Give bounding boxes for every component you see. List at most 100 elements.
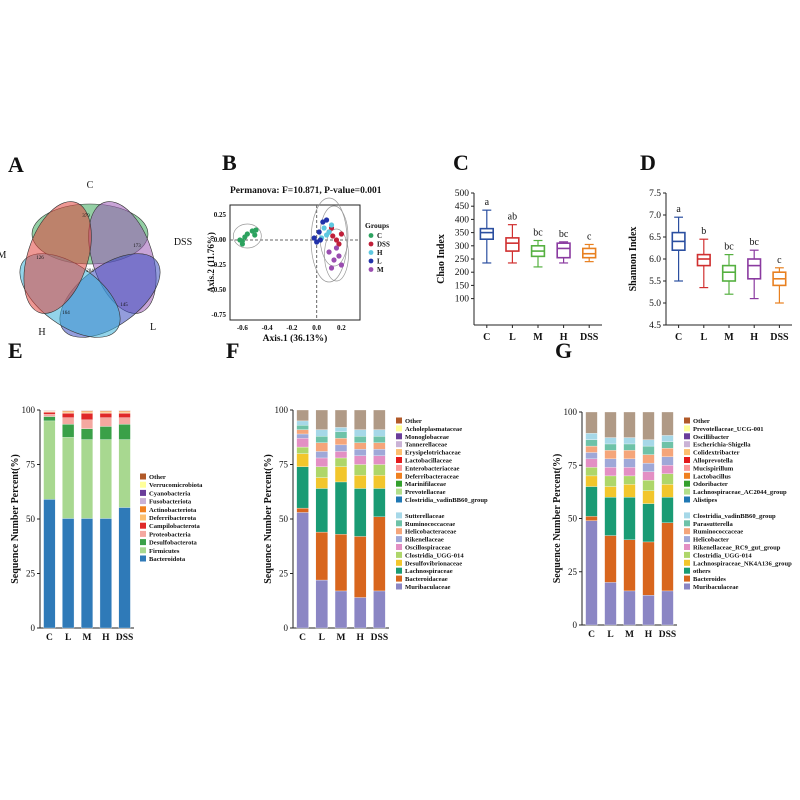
phylum-legend-swatch-proteobacteria [140, 530, 146, 537]
phylum-xtick-dss: DSS [116, 633, 133, 643]
phylum-legend-label-firmicutes: Firmicutes [149, 548, 180, 555]
phylum-stacked-bar: 100 75 50 25 0 Sequence Number Percent(%) C L M H… [10, 405, 203, 643]
pcoa-point-c [253, 227, 259, 233]
family-legend-label-monoglobaceae: Monoglobaceae [405, 434, 449, 441]
family-bar-c-clostridia-ugg-014 [296, 446, 309, 454]
venn-count-dss-only: 173 [133, 244, 141, 249]
chao-ytick: 250 [455, 255, 470, 265]
family-legend-label-acholeplasmataceae: Acholeplasmataceae [405, 426, 462, 433]
chao-ytick: 100 [455, 295, 470, 305]
family-legend-label-desulfovibrionaceae: Desulfovibrionaceae [405, 560, 462, 567]
phylum-bar-h-desulfobacterota [99, 426, 112, 440]
genus-bar-h-muribaculaceae [642, 595, 655, 626]
genus-bar-dss-bacteroides [661, 522, 674, 592]
family-legend-swatch-muribaculaceae [396, 583, 402, 590]
genus-bar-dss-helicobacter [661, 456, 674, 466]
family-bar-dss-muribaculaceae [373, 590, 386, 629]
family-bar-m-muribaculaceae [334, 590, 348, 629]
genus-bar-l-bacteroides [604, 535, 617, 583]
genus-bar-m-ruminococcaceae [623, 450, 636, 460]
family-xtick-c: C [299, 633, 306, 643]
family-bar-l-bacteroidaceae [315, 531, 328, 581]
genus-legend-swatch-parasutterella [684, 520, 690, 527]
genus-legend-label-clostridia-ugg-014: Clostridia_UGG-014 [693, 552, 752, 559]
genus-legend-swatch-lachnospiraceae-nk4a136-group [684, 559, 690, 566]
venn-count-h-only: 164 [62, 311, 70, 316]
genus-bar-m-others [623, 497, 636, 540]
pcoa-plot: Permanova: F=10.871, P-value=0.001 -0.6 -0… [206, 186, 390, 344]
panel-label-e: E [8, 338, 23, 363]
genus-bar-c-helicobacter [585, 452, 598, 460]
genus-legend-swatch-prevotellaceae-ucg-001 [684, 425, 690, 432]
family-stacked-bar: 100 75 50 25 0 Sequence Number Percent(%) C L M H… [263, 405, 488, 643]
pcoa-point-m [331, 257, 337, 263]
phylum-xtick-h: H [102, 633, 110, 643]
shannon-xtick-l: L [700, 332, 707, 343]
phylum-xtick-m: M [83, 633, 92, 643]
phylum-bar-m-bacteroidota [81, 518, 93, 629]
pcoa-legend-label-h: H [377, 249, 383, 257]
genus-bar-c-lachnospiraceae-nk4a136-group [585, 475, 598, 487]
phylum-bar-l-campilobacterota [62, 413, 75, 418]
family-bar-dss-clostridia-ugg-014 [373, 464, 386, 476]
genus-bar-dss-other [661, 411, 674, 436]
genus-bar-h-other [642, 411, 655, 440]
genus-xtick-m: M [625, 630, 634, 640]
chao-box-l [505, 237, 520, 252]
chao-box-c [479, 227, 494, 240]
phylum-bar-l-deferribacterota [62, 412, 75, 414]
genus-bar-c-muribaculaceae [585, 520, 598, 626]
chao-letter-l: ab [508, 212, 517, 223]
family-legend-swatch-other [396, 417, 402, 424]
chao-xtick-c: C [483, 332, 490, 343]
family-ytick: 0 [284, 623, 289, 633]
phylum-legend-swatch-verrucomicrobiota [140, 481, 146, 488]
phylum-bar-h-deferribacterota [99, 412, 112, 414]
family-legend-label-ruminococcaceae: Ruminococcaceae [405, 521, 455, 528]
phylum-legend-swatch-cyanobacteria [140, 489, 146, 496]
family-legend-label-rikenellaceae: Rikenellaceae [405, 537, 444, 544]
family-bar-h-muribaculaceae [354, 597, 367, 629]
genus-xtick-h: H [645, 630, 653, 640]
family-legend-label-muribaculaceae: Muribaculaceae [405, 584, 450, 591]
pcoa-legend-label-c: C [377, 232, 382, 240]
pcoa-point-m [326, 249, 332, 255]
family-bar-c-desulfovibrionaceae [296, 453, 309, 467]
family-legend-label-prevotellaceae: Prevotellaceae [405, 489, 446, 496]
pcoa-ytick: -0.50 [211, 286, 226, 294]
family-legend-swatch-lactobacillaceae [396, 457, 402, 463]
phylum-bar-dss-deferribacterota [118, 412, 131, 414]
family-bar-h-lachnospiraceae [354, 488, 367, 537]
family-ytick: 50 [279, 514, 289, 524]
phylum-ylabel: Sequence Number Percent(%) [10, 454, 21, 584]
pcoa-point-h [326, 229, 332, 235]
family-bar-m-clostridia-ugg-014 [334, 457, 348, 467]
genus-ytick: 0 [573, 620, 578, 630]
pcoa-point-dss [338, 231, 345, 237]
genus-legend-swatch-ruminococcaceae [684, 528, 690, 535]
family-bar-dss-oscillospiraceae [373, 455, 386, 465]
shannon-ytick: 5.0 [649, 299, 661, 309]
family-ytick: 100 [275, 405, 289, 415]
genus-ylabel: Sequence Number Percent(%) [552, 454, 563, 584]
family-bar-c-rikenellaceae [296, 433, 309, 439]
family-bar-m-other [334, 409, 348, 428]
pcoa-frame [229, 204, 361, 321]
family-xtick-l: L [319, 633, 325, 643]
genus-bar-h-parasutterella [642, 445, 655, 455]
genus-bar-l-parasutterella [604, 443, 617, 451]
family-legend-swatch-oscillospiraceae [396, 544, 402, 550]
phylum-bar-h-campilobacterota [99, 413, 112, 418]
shannon-ytick: 6.0 [649, 255, 661, 265]
family-legend-label-marinifilaceae: Marinifilaceae [405, 481, 446, 488]
pcoa-xlabel: Axis.1 (36.13%) [263, 333, 328, 344]
phylum-bar-c-desulfobacterota [43, 416, 56, 422]
pcoa-legend-marker-h [368, 250, 374, 255]
pcoa-point-h [321, 225, 327, 231]
shannon-ylabel: Shannon Index [628, 227, 639, 292]
genus-legend-label-rikenellaceae-rc9-gut-group: Rikenellaceae_RC9_gut_group [693, 545, 781, 552]
genus-legend-swatch-helicobacter [684, 536, 690, 543]
genus-bar-l-other [604, 411, 617, 438]
genus-bar-m-rikenellaceae-rc9-gut-group [623, 467, 636, 477]
pcoa-xtick: 0.2 [337, 324, 346, 332]
